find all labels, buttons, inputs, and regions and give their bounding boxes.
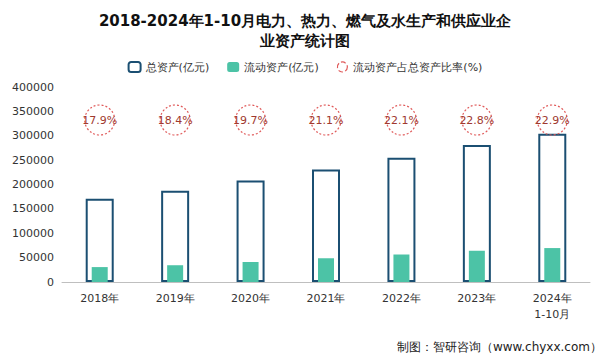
svg-text:19.7%: 19.7%	[233, 114, 268, 127]
svg-text:制图：智研咨询（www.chyxx.com）: 制图：智研咨询（www.chyxx.com）	[397, 340, 602, 354]
svg-text:0: 0	[47, 276, 54, 289]
svg-text:流动资产(亿元): 流动资产(亿元)	[244, 61, 319, 74]
svg-text:22.1%: 22.1%	[384, 114, 419, 127]
svg-text:150000: 150000	[12, 202, 54, 215]
svg-text:2021年: 2021年	[307, 292, 346, 305]
svg-text:200000: 200000	[12, 178, 54, 191]
svg-text:22.8%: 22.8%	[459, 114, 494, 127]
svg-text:400000: 400000	[12, 81, 54, 94]
svg-text:21.1%: 21.1%	[309, 114, 344, 127]
svg-text:300000: 300000	[12, 129, 54, 142]
svg-text:业资产统计图: 业资产统计图	[259, 32, 350, 50]
svg-text:2022年: 2022年	[382, 292, 421, 305]
svg-text:2020年: 2020年	[231, 292, 270, 305]
svg-text:18.4%: 18.4%	[158, 114, 193, 127]
svg-text:22.9%: 22.9%	[535, 114, 570, 127]
svg-text:2018年: 2018年	[80, 292, 119, 305]
svg-text:250000: 250000	[12, 154, 54, 167]
svg-text:350000: 350000	[12, 105, 54, 118]
svg-text:总资产(亿元): 总资产(亿元)	[145, 61, 210, 74]
svg-text:2019年: 2019年	[156, 292, 195, 305]
svg-text:2018-2024年1-10月电力、热力、燃气及水生产和供应: 2018-2024年1-10月电力、热力、燃气及水生产和供应业企	[99, 12, 512, 30]
svg-text:流动资产占总资产比率(%): 流动资产占总资产比率(%)	[353, 61, 482, 74]
svg-text:100000: 100000	[12, 227, 54, 240]
svg-text:17.9%: 17.9%	[82, 114, 117, 127]
svg-text:1-10月: 1-10月	[534, 308, 570, 321]
svg-text:50000: 50000	[19, 251, 54, 264]
svg-text:2023年: 2023年	[457, 292, 496, 305]
svg-text:2024年: 2024年	[533, 292, 572, 305]
